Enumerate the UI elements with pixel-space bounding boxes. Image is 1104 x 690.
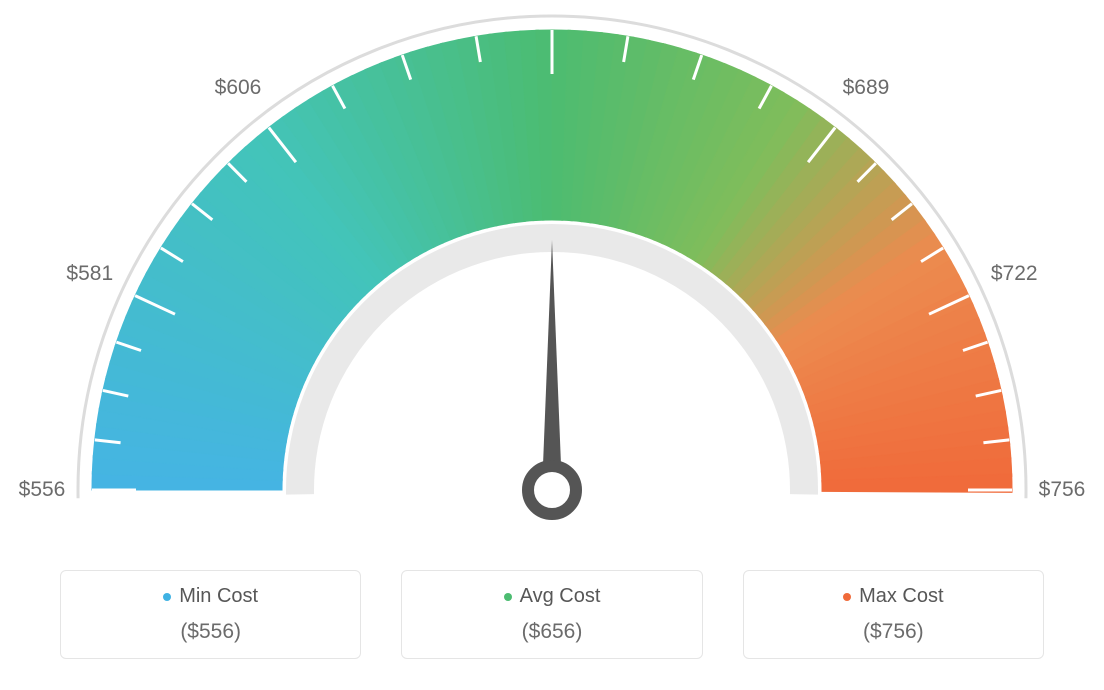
legend-title-avg: Avg Cost (504, 585, 601, 608)
tick-label: $722 (991, 262, 1038, 286)
legend-title-min: Min Cost (163, 585, 258, 608)
legend-dot-min (163, 593, 171, 601)
legend-dot-avg (504, 593, 512, 601)
tick-label: $581 (66, 262, 113, 286)
tick-label: $756 (1039, 478, 1086, 502)
legend-value-avg: ($656) (412, 620, 691, 644)
legend-label-avg: Avg Cost (520, 585, 601, 608)
legend-dot-max (843, 593, 851, 601)
legend-title-max: Max Cost (843, 585, 943, 608)
gauge-chart: $556$581$606$656$689$722$756 (0, 0, 1104, 560)
tick-label: $606 (215, 76, 262, 100)
legend-label-min: Min Cost (179, 585, 258, 608)
legend-value-max: ($756) (754, 620, 1033, 644)
tick-label: $556 (19, 478, 66, 502)
legend-box-max: Max Cost ($756) (743, 570, 1044, 659)
legend-label-max: Max Cost (859, 585, 943, 608)
tick-label: $689 (843, 76, 890, 100)
legend-box-avg: Avg Cost ($656) (401, 570, 702, 659)
legend-box-min: Min Cost ($556) (60, 570, 361, 659)
gauge-svg (0, 0, 1104, 560)
legend-value-min: ($556) (71, 620, 350, 644)
legend-row: Min Cost ($556) Avg Cost ($656) Max Cost… (0, 570, 1104, 659)
